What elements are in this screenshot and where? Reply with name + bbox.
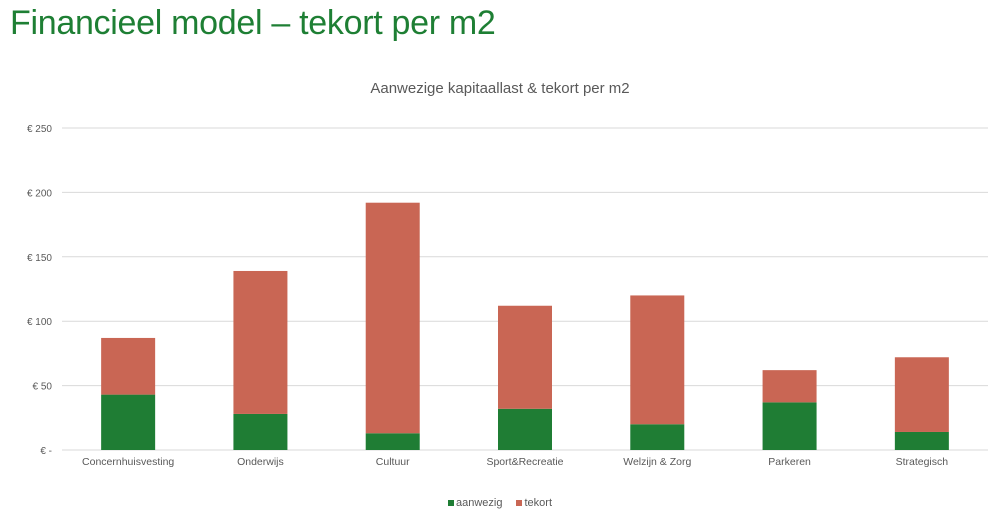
bar-aanwezig — [233, 413, 288, 450]
y-tick-label: € 150 — [27, 253, 52, 264]
y-tick-label: € 50 — [33, 382, 53, 393]
legend-label-tekort: tekort — [524, 497, 552, 509]
bar-tekort — [630, 295, 685, 425]
bar-tekort — [101, 337, 156, 395]
bar-tekort — [365, 202, 420, 434]
bar-aanwezig — [630, 424, 685, 450]
x-tick-label: Strategisch — [896, 456, 949, 468]
y-tick-label: € 250 — [27, 124, 52, 135]
bar-aanwezig — [101, 394, 156, 450]
bar-aanwezig — [894, 431, 949, 450]
bar-aanwezig — [498, 408, 552, 450]
legend-swatch-tekort — [516, 500, 523, 506]
x-tick-label: Concernhuisvesting — [82, 456, 174, 468]
bar-tekort — [233, 270, 288, 414]
x-tick-label: Sport&Recreatie — [486, 456, 563, 468]
bar-tekort — [498, 305, 552, 409]
x-tick-label: Cultuur — [376, 456, 410, 468]
bar-tekort — [894, 357, 949, 432]
bar-tekort — [762, 370, 817, 403]
legend-label-aanwezig: aanwezig — [456, 497, 503, 509]
chart-title: Aanwezige kapitaallast & tekort per m2 — [370, 80, 630, 97]
slide-title: Financieel model – tekort per m2 — [10, 4, 496, 42]
legend-item-tekort: tekort — [516, 497, 552, 509]
y-tick-label: € 200 — [27, 188, 52, 199]
x-tick-label: Parkeren — [768, 456, 811, 468]
bar-aanwezig — [365, 433, 420, 450]
legend: aanwezig tekort — [0, 497, 1000, 509]
legend-item-aanwezig: aanwezig — [448, 497, 502, 509]
y-tick-label: € 100 — [27, 317, 52, 328]
y-tick-label: € - — [40, 446, 52, 457]
x-tick-label: Welzijn & Zorg — [623, 456, 691, 468]
x-tick-label: Onderwijs — [237, 456, 284, 468]
legend-swatch-aanwezig — [448, 500, 454, 506]
bar-aanwezig — [762, 402, 817, 450]
